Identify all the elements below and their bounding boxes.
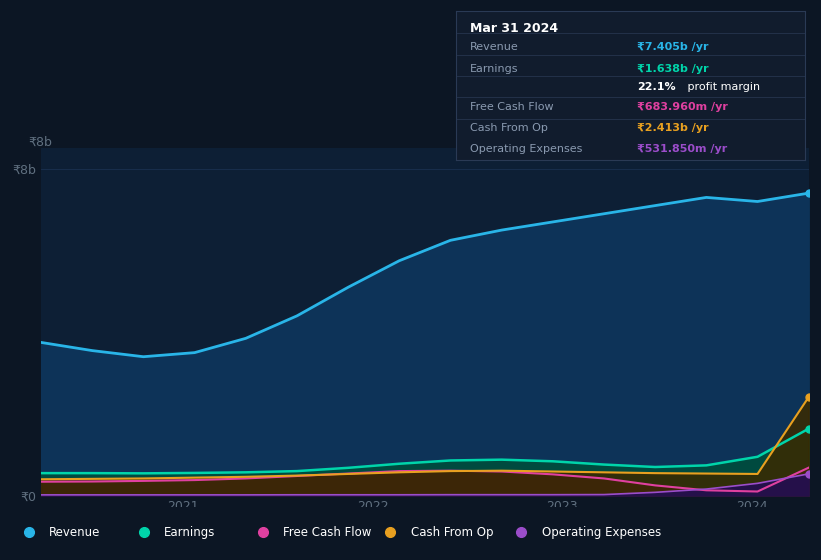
Text: Earnings: Earnings bbox=[470, 64, 518, 74]
Text: Cash From Op: Cash From Op bbox=[410, 526, 493, 539]
Text: Operating Expenses: Operating Expenses bbox=[470, 144, 582, 154]
Text: ₹2.413b /yr: ₹2.413b /yr bbox=[637, 123, 709, 133]
Text: Revenue: Revenue bbox=[470, 43, 518, 53]
Text: 22.1%: 22.1% bbox=[637, 82, 676, 92]
Text: ₹1.638b /yr: ₹1.638b /yr bbox=[637, 64, 709, 74]
Text: Free Cash Flow: Free Cash Flow bbox=[470, 102, 553, 113]
Text: Mar 31 2024: Mar 31 2024 bbox=[470, 22, 557, 35]
Text: Operating Expenses: Operating Expenses bbox=[542, 526, 661, 539]
Text: ₹8b: ₹8b bbox=[29, 136, 53, 148]
Text: ₹531.850m /yr: ₹531.850m /yr bbox=[637, 144, 727, 154]
Text: ₹7.405b /yr: ₹7.405b /yr bbox=[637, 43, 709, 53]
Text: Free Cash Flow: Free Cash Flow bbox=[283, 526, 372, 539]
Text: Earnings: Earnings bbox=[164, 526, 216, 539]
Text: ₹683.960m /yr: ₹683.960m /yr bbox=[637, 102, 728, 113]
Text: Revenue: Revenue bbox=[49, 526, 101, 539]
Text: Cash From Op: Cash From Op bbox=[470, 123, 548, 133]
Text: profit margin: profit margin bbox=[684, 82, 760, 92]
